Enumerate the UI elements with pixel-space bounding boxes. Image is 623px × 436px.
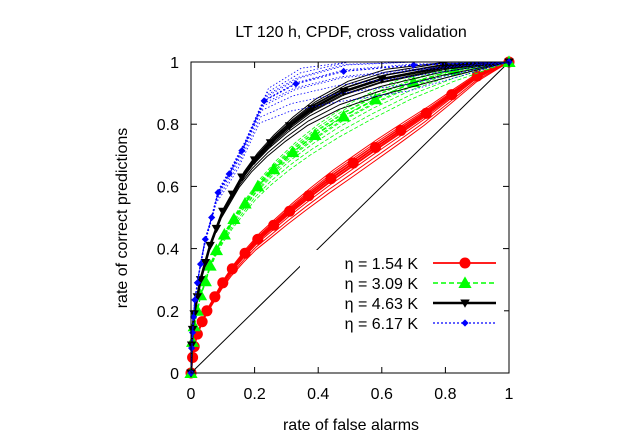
- legend-marker: [461, 319, 469, 327]
- series-1-point: [268, 219, 280, 231]
- legend-label: η = 3.09 K: [345, 276, 419, 293]
- series-1-point: [239, 247, 251, 259]
- legend-marker: [458, 276, 472, 288]
- x-tick-label: 0.4: [307, 386, 329, 403]
- series-1-point: [226, 263, 238, 275]
- y-tick-label: 0: [170, 366, 179, 383]
- series-3-point: [200, 259, 211, 268]
- series-3-point: [284, 122, 295, 131]
- series-2-point: [407, 75, 421, 88]
- series-1-point: [347, 157, 359, 169]
- series-4-point: [201, 235, 209, 243]
- legend-marker: [460, 299, 470, 308]
- series-2-point: [368, 92, 383, 105]
- series-2-ensemble-line: [191, 62, 509, 373]
- y-tick-label: 0.2: [157, 304, 179, 321]
- series-1-point: [369, 142, 381, 154]
- series-4-point: [188, 344, 196, 352]
- series-3-point: [205, 241, 215, 251]
- series-2-point: [337, 109, 351, 122]
- series-4-point: [191, 296, 199, 304]
- x-tick-label: 0: [187, 386, 196, 403]
- series-2-point: [251, 179, 265, 192]
- series-4-point: [410, 61, 418, 69]
- series-4-point: [340, 67, 348, 75]
- series-2-point: [198, 274, 212, 287]
- y-tick-label: 1: [170, 55, 179, 72]
- series-3-point: [265, 139, 276, 148]
- series-2-point: [267, 162, 281, 175]
- series-3-point: [227, 190, 238, 199]
- series-4-point: [189, 313, 198, 321]
- legend-label: η = 1.54 K: [345, 256, 419, 273]
- series-2-point: [203, 259, 217, 271]
- series-4-point: [225, 170, 233, 178]
- series-1-point: [209, 291, 221, 303]
- series-2-point: [209, 243, 224, 256]
- diagonal-reference-line: [190, 61, 510, 374]
- series-4-point: [260, 97, 268, 105]
- series-2-point: [227, 212, 241, 225]
- series-4-ensemble-line: [191, 62, 509, 373]
- legend-label: η = 4.63 K: [345, 296, 419, 313]
- chart-title: LT 120 h, CPDF, cross validation: [235, 24, 467, 41]
- series-4-point: [214, 189, 222, 197]
- series-4-ensemble-line: [191, 62, 509, 373]
- series-2-point: [286, 145, 300, 158]
- plot-frame: [190, 61, 510, 374]
- series-1-point: [217, 277, 229, 289]
- series-2-point: [238, 196, 252, 209]
- series-2-point: [217, 228, 231, 240]
- series-3-point: [249, 156, 260, 165]
- series-4-point: [193, 279, 201, 287]
- y-axis-label: rate of correct predictions: [114, 128, 131, 309]
- series-3-point: [237, 173, 247, 182]
- series-1-line: [191, 62, 509, 373]
- series-3-markers: [186, 58, 514, 378]
- y-tick-label: 0.6: [157, 179, 179, 196]
- series-1-point: [325, 173, 337, 185]
- x-tick-label: 0.8: [434, 386, 456, 403]
- series-3-point: [211, 224, 222, 234]
- series-1-point: [196, 316, 208, 328]
- series-1-point: [446, 89, 458, 101]
- legend: η = 1.54 K η = 3.09 K η = 4.63 K η = 6.17 K: [300, 250, 504, 358]
- plot-area: 0 0.2 0.4 0.6 0.8 1 0 0.2 0.4 0.6 0.8 1: [157, 55, 516, 403]
- series-1-point: [284, 205, 296, 217]
- series-1-point: [252, 233, 264, 245]
- series-3-point: [218, 207, 228, 217]
- series-2-point: [308, 128, 322, 141]
- series-3-point: [338, 87, 349, 97]
- series-4-point: [208, 213, 216, 222]
- series-1-point: [471, 70, 483, 82]
- x-tick-label: 0.6: [371, 386, 393, 403]
- x-axis-label: rate of false alarms: [283, 417, 419, 434]
- series-3-point: [377, 75, 387, 84]
- series-4-point: [196, 260, 205, 268]
- series-4-point: [238, 147, 246, 155]
- x-tick-label: 1: [505, 386, 514, 403]
- series-1-point: [395, 124, 407, 136]
- series-1-point: [303, 190, 315, 202]
- y-tick-label: 0.4: [157, 242, 179, 259]
- legend-label: η = 6.17 K: [345, 316, 419, 333]
- x-tick-label: 0.2: [243, 386, 265, 403]
- y-tick-label: 0.8: [157, 117, 179, 134]
- series-1-point: [420, 107, 432, 119]
- legend-marker: [459, 257, 471, 269]
- series-4-markers: [187, 58, 513, 377]
- series-1-point: [201, 305, 213, 317]
- series-4-point: [292, 80, 300, 88]
